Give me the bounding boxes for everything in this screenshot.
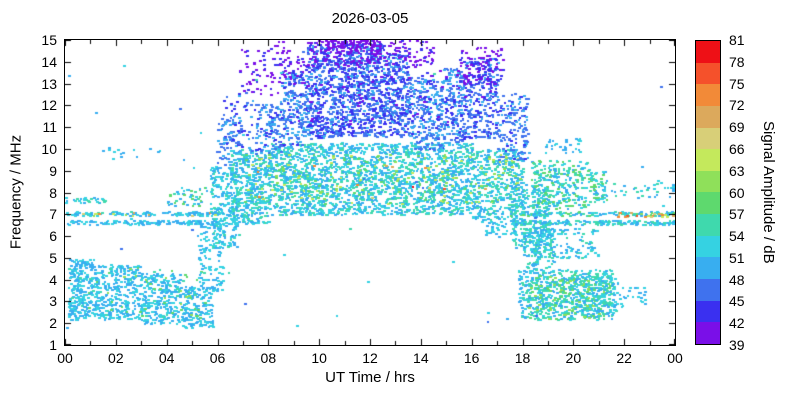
colorbar-tick-label: 54 <box>729 228 745 245</box>
y-tick-label: 6 <box>49 228 57 245</box>
y-tick-label: 3 <box>49 293 57 310</box>
x-tick-label: 10 <box>311 350 327 366</box>
x-tick-label: 14 <box>413 350 429 366</box>
colorbar-tick-label: 39 <box>729 337 745 353</box>
y-tick-label: 1 <box>49 337 57 353</box>
colorbar-segment <box>696 300 720 323</box>
colorbar-tick-label: 78 <box>729 53 745 70</box>
y-tick-label: 14 <box>41 53 57 70</box>
colorbar-tick-label: 48 <box>729 271 745 288</box>
y-tick-label: 4 <box>49 271 57 288</box>
colorbar-tick-label: 81 <box>729 32 745 48</box>
colorbar-segment <box>696 235 720 258</box>
x-tick-label: 00 <box>667 350 683 366</box>
colorbar-tick-label: 63 <box>729 162 745 179</box>
x-tick-label: 04 <box>158 350 175 366</box>
x-tick-label: 12 <box>362 350 378 366</box>
x-tick-label: 18 <box>514 350 531 366</box>
colorbar <box>695 40 721 345</box>
y-tick-label: 10 <box>41 140 57 157</box>
colorbar-segment <box>696 279 720 301</box>
x-tick-label: 06 <box>209 350 226 366</box>
colorbar-segment <box>696 84 720 106</box>
colorbar-segment <box>696 192 720 215</box>
colorbar-segment <box>696 322 720 344</box>
colorbar-tick-label: 75 <box>729 75 745 92</box>
x-tick-label: 00 <box>57 350 73 366</box>
y-tick-label: 15 <box>41 32 57 48</box>
colorbar-tick-label: 57 <box>729 206 745 223</box>
y-tick-label: 7 <box>49 206 57 223</box>
colorbar-segment <box>696 41 720 63</box>
colorbar-segment <box>696 62 720 85</box>
colorbar-tick-label: 51 <box>729 249 745 266</box>
colorbar-tick-label: 45 <box>729 293 745 310</box>
x-tick-label: 22 <box>616 350 632 366</box>
x-tick-label: 20 <box>565 350 582 366</box>
chart-title: 2026-03-05 <box>331 10 409 27</box>
y-tick-label: 12 <box>41 97 57 114</box>
colorbar-tick-label: 69 <box>729 119 745 136</box>
colorbar-segment <box>696 170 720 193</box>
colorbar-tick-label: 60 <box>729 184 745 201</box>
colorbar-segment <box>696 214 720 236</box>
x-tick-label: 08 <box>260 350 277 366</box>
colorbar-segment <box>696 105 720 128</box>
y-tick-label: 11 <box>42 119 57 136</box>
colorbar-axis-label: Signal Amplitude / dB <box>760 121 777 264</box>
colorbar-tick-label: 42 <box>729 315 745 332</box>
scatter-plot-canvas <box>64 39 676 346</box>
y-tick-label: 5 <box>49 249 57 266</box>
colorbar-tick-label: 66 <box>729 140 745 157</box>
colorbar-segment <box>696 127 720 150</box>
y-tick-label: 8 <box>49 184 57 201</box>
colorbar-segment <box>696 257 720 280</box>
y-tick-label: 9 <box>49 162 57 179</box>
x-tick-label: 02 <box>108 350 124 366</box>
x-axis-label: UT Time / hrs <box>325 369 415 386</box>
colorbar-segment <box>696 149 720 171</box>
y-tick-label: 2 <box>49 315 57 332</box>
y-tick-label: 13 <box>41 75 57 92</box>
colorbar-tick-label: 72 <box>729 97 745 114</box>
x-tick-label: 16 <box>463 350 480 366</box>
